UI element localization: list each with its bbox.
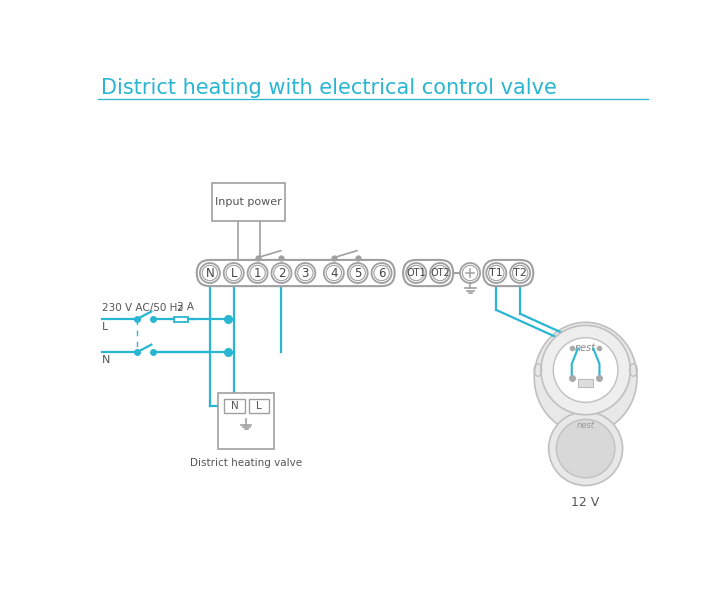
Bar [224,399,245,413]
Text: OT1: OT1 [406,268,426,278]
Text: L: L [231,267,237,280]
Bar [175,317,189,321]
Text: T2: T2 [513,268,527,278]
Circle shape [541,326,630,415]
Circle shape [296,263,315,283]
Text: L: L [102,322,108,332]
Text: N: N [102,355,111,365]
Text: 1: 1 [254,267,261,280]
Circle shape [556,419,615,478]
Circle shape [460,263,480,283]
Circle shape [371,263,392,283]
Text: nest: nest [575,343,596,353]
Text: 3: 3 [301,267,309,280]
Circle shape [406,263,426,283]
Bar [578,380,593,387]
Circle shape [549,412,622,485]
FancyBboxPatch shape [403,260,453,286]
Ellipse shape [534,323,637,433]
Circle shape [430,263,450,283]
Circle shape [200,263,220,283]
Text: 2: 2 [277,267,285,280]
Text: L: L [256,401,262,411]
Circle shape [324,263,344,283]
Bar [212,183,285,222]
Circle shape [486,263,506,283]
Bar [218,393,274,448]
Text: T1: T1 [489,268,503,278]
Text: District heating with electrical control valve: District heating with electrical control… [100,78,556,98]
Text: OT2: OT2 [430,268,450,278]
Circle shape [553,338,618,402]
Circle shape [510,263,530,283]
Text: N: N [231,401,238,411]
Text: 5: 5 [354,267,361,280]
Circle shape [272,263,291,283]
Text: N: N [205,267,214,280]
Circle shape [248,263,268,283]
Text: Input power: Input power [215,197,282,207]
Text: District heating valve: District heating valve [190,458,302,468]
FancyBboxPatch shape [483,260,533,286]
Text: 12 V: 12 V [571,497,600,509]
Text: 3 A: 3 A [177,302,194,312]
Bar [249,399,269,413]
Text: 6: 6 [378,267,385,280]
Circle shape [348,263,368,283]
FancyBboxPatch shape [197,260,395,286]
Circle shape [223,263,244,283]
Text: 4: 4 [330,267,338,280]
Text: 230 V AC/50 Hz: 230 V AC/50 Hz [102,304,183,314]
Text: nest: nest [577,421,595,430]
